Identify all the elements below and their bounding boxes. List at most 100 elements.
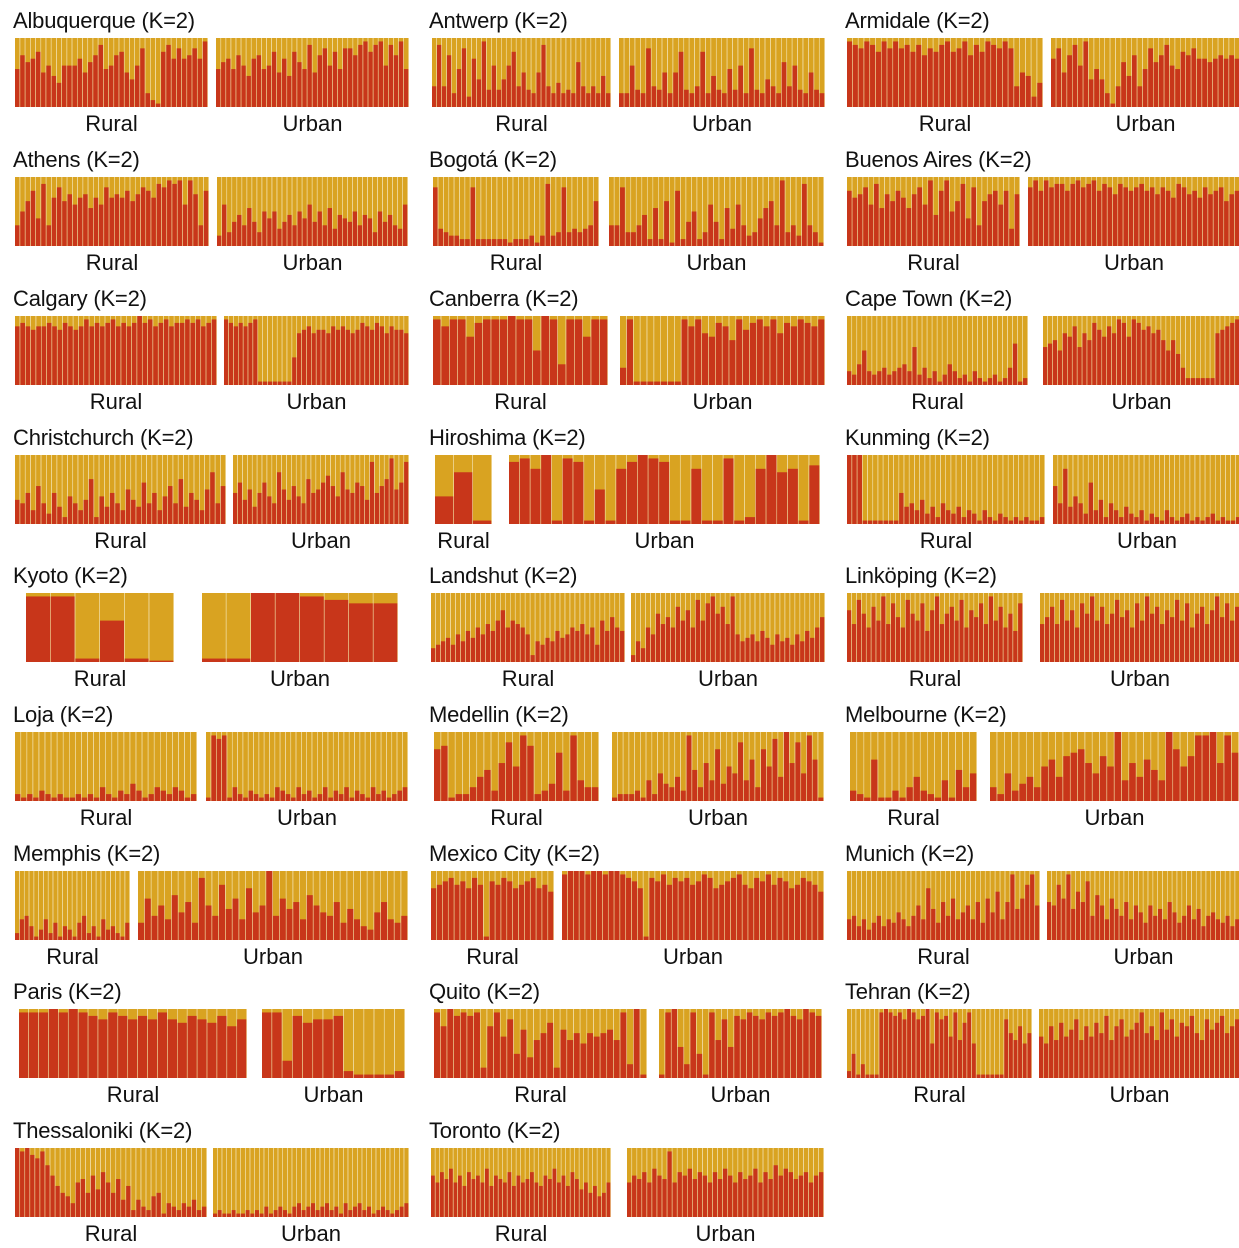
bar-separator	[1197, 177, 1198, 246]
bar-cluster1	[1005, 773, 1012, 801]
bar-separator	[1030, 871, 1031, 940]
bar-cluster1	[641, 382, 647, 385]
bar-separator	[461, 38, 462, 107]
bar-cluster1	[752, 232, 757, 246]
bar-cluster1	[879, 208, 884, 246]
bar-cluster1	[1125, 610, 1129, 662]
bar-cluster2	[1024, 455, 1029, 524]
bar-separator	[1133, 177, 1134, 246]
bar-cluster1	[1206, 378, 1210, 385]
bar-separator	[279, 871, 280, 940]
bar-cluster2	[818, 732, 823, 801]
group-rural-bars	[850, 732, 977, 801]
bar-separator	[46, 177, 47, 246]
bar-separator	[35, 1148, 36, 1217]
bar-cluster1	[912, 194, 917, 246]
bar-separator	[435, 593, 436, 662]
bar-separator	[178, 455, 179, 524]
bar-separator	[1162, 871, 1163, 940]
bar-separator	[272, 316, 273, 385]
bar-cluster1	[1055, 624, 1059, 662]
bar-cluster1	[1087, 340, 1091, 385]
bar-separator	[1075, 177, 1076, 246]
bar-separator	[237, 732, 238, 801]
bar-cluster2	[264, 732, 269, 801]
group-label-urban: Urban	[1104, 250, 1164, 275]
bar-separator	[1061, 38, 1062, 107]
bar-separator	[977, 316, 978, 385]
bar-separator	[98, 1009, 99, 1078]
bar-separator	[1164, 1009, 1165, 1078]
bar-cluster2	[899, 732, 905, 801]
bar-cluster1	[237, 1019, 246, 1078]
bar-cluster1	[314, 906, 320, 941]
bar-cluster1	[755, 787, 760, 801]
bar-cluster1	[526, 90, 530, 107]
bar-cluster1	[321, 483, 325, 524]
bar-separator	[1099, 732, 1100, 801]
bar-cluster1	[873, 521, 878, 524]
bar-separator	[259, 871, 260, 940]
bar-separator	[297, 177, 298, 246]
bar-cluster1	[609, 225, 614, 246]
bar-separator	[577, 732, 578, 801]
bar-separator	[888, 1009, 889, 1078]
bar-cluster1	[348, 222, 352, 246]
bar-separator	[934, 593, 935, 662]
bar-separator	[1202, 732, 1203, 801]
bar-cluster1	[869, 205, 874, 246]
bar-separator	[766, 732, 767, 801]
bar-separator	[48, 1009, 49, 1078]
bar-cluster1	[106, 794, 111, 801]
bar-cluster1	[125, 659, 149, 662]
bar-separator	[377, 177, 378, 246]
bar-cluster2	[1155, 455, 1159, 524]
bar-separator	[357, 177, 358, 246]
bar-separator	[927, 732, 928, 801]
bar-cluster1	[899, 798, 905, 801]
bar-cluster1	[1151, 333, 1155, 385]
bar-cluster2	[481, 177, 486, 246]
bar-separator	[591, 871, 592, 940]
group-urban-bars	[217, 177, 408, 246]
bar-separator	[709, 1009, 710, 1078]
bar-cluster1	[272, 52, 276, 107]
bar-separator	[389, 455, 390, 524]
bar-separator	[741, 177, 742, 246]
bar-separator	[1190, 455, 1191, 524]
bar-separator	[914, 455, 915, 524]
bar-separator	[174, 316, 175, 385]
bar-cluster1	[373, 232, 377, 246]
bar-separator	[614, 871, 615, 940]
bar-cluster1	[243, 326, 247, 385]
bar-cluster1	[232, 222, 236, 246]
bar-separator	[48, 871, 49, 940]
bar-separator	[382, 177, 383, 246]
bar-cluster1	[931, 909, 935, 940]
bar-separator	[1114, 732, 1115, 801]
bar-separator	[465, 177, 466, 246]
bar-cluster1	[1041, 767, 1048, 802]
bar-separator	[160, 38, 161, 107]
bar-separator	[155, 38, 156, 107]
bar-cluster1	[1060, 184, 1065, 246]
bar-cluster1	[75, 659, 99, 662]
bar-cluster1	[368, 930, 374, 940]
bar-separator	[1104, 1009, 1105, 1078]
bar-cluster2	[629, 732, 634, 801]
bar-cluster1	[1140, 1012, 1144, 1078]
bar-separator	[719, 177, 720, 246]
bar-cluster1	[852, 1054, 856, 1078]
bar-cluster1	[1100, 756, 1107, 801]
bar-cluster1	[365, 798, 370, 801]
bar-cluster1	[776, 93, 781, 107]
bar-cluster1	[809, 465, 819, 524]
bar-separator	[1124, 455, 1125, 524]
bar-cluster1	[852, 455, 857, 524]
bar-separator	[911, 177, 912, 246]
bar-separator	[25, 38, 26, 107]
bar-separator	[1099, 593, 1100, 662]
bar-cluster1	[1039, 1037, 1043, 1078]
bar-cluster1	[750, 760, 755, 801]
